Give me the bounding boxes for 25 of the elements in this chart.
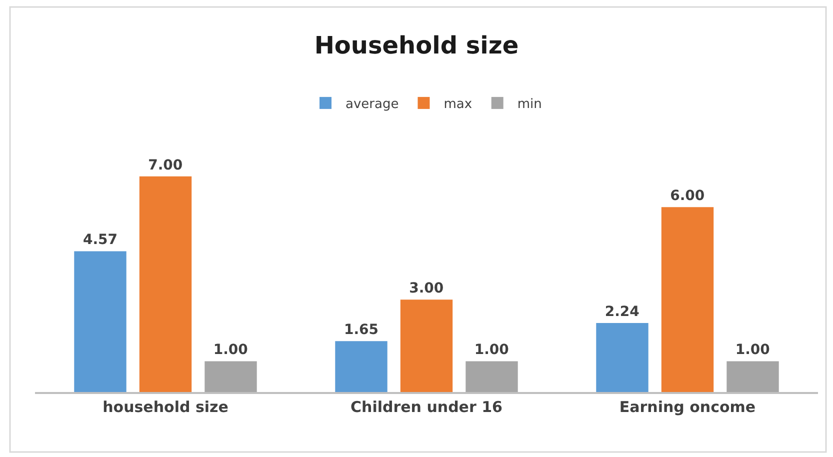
bar	[466, 361, 518, 392]
bar	[726, 361, 779, 392]
data-label: 1.00	[735, 342, 770, 358]
chart-title: Household size	[314, 31, 519, 60]
legend-label: min	[517, 97, 542, 112]
x-tick-label: Children under 16	[350, 398, 502, 416]
bar	[74, 251, 126, 392]
x-tick-label: household size	[102, 398, 228, 416]
data-label: 7.00	[148, 157, 183, 174]
bar	[596, 322, 648, 392]
x-tick-label: Earning oncome	[619, 398, 756, 416]
legend-label: average	[346, 97, 399, 112]
data-label: 1.00	[474, 342, 510, 358]
bar	[400, 300, 453, 392]
data-label: 1.65	[344, 322, 379, 338]
data-label: 3.00	[409, 280, 444, 297]
data-label: 6.00	[670, 188, 705, 204]
data-label: 4.57	[82, 232, 118, 248]
bar	[661, 207, 714, 392]
bar	[139, 176, 192, 392]
data-label: 2.24	[604, 304, 640, 320]
legend-label: max	[444, 97, 472, 112]
data-label: 1.00	[213, 342, 248, 358]
bar	[335, 341, 388, 392]
bar	[204, 361, 257, 392]
